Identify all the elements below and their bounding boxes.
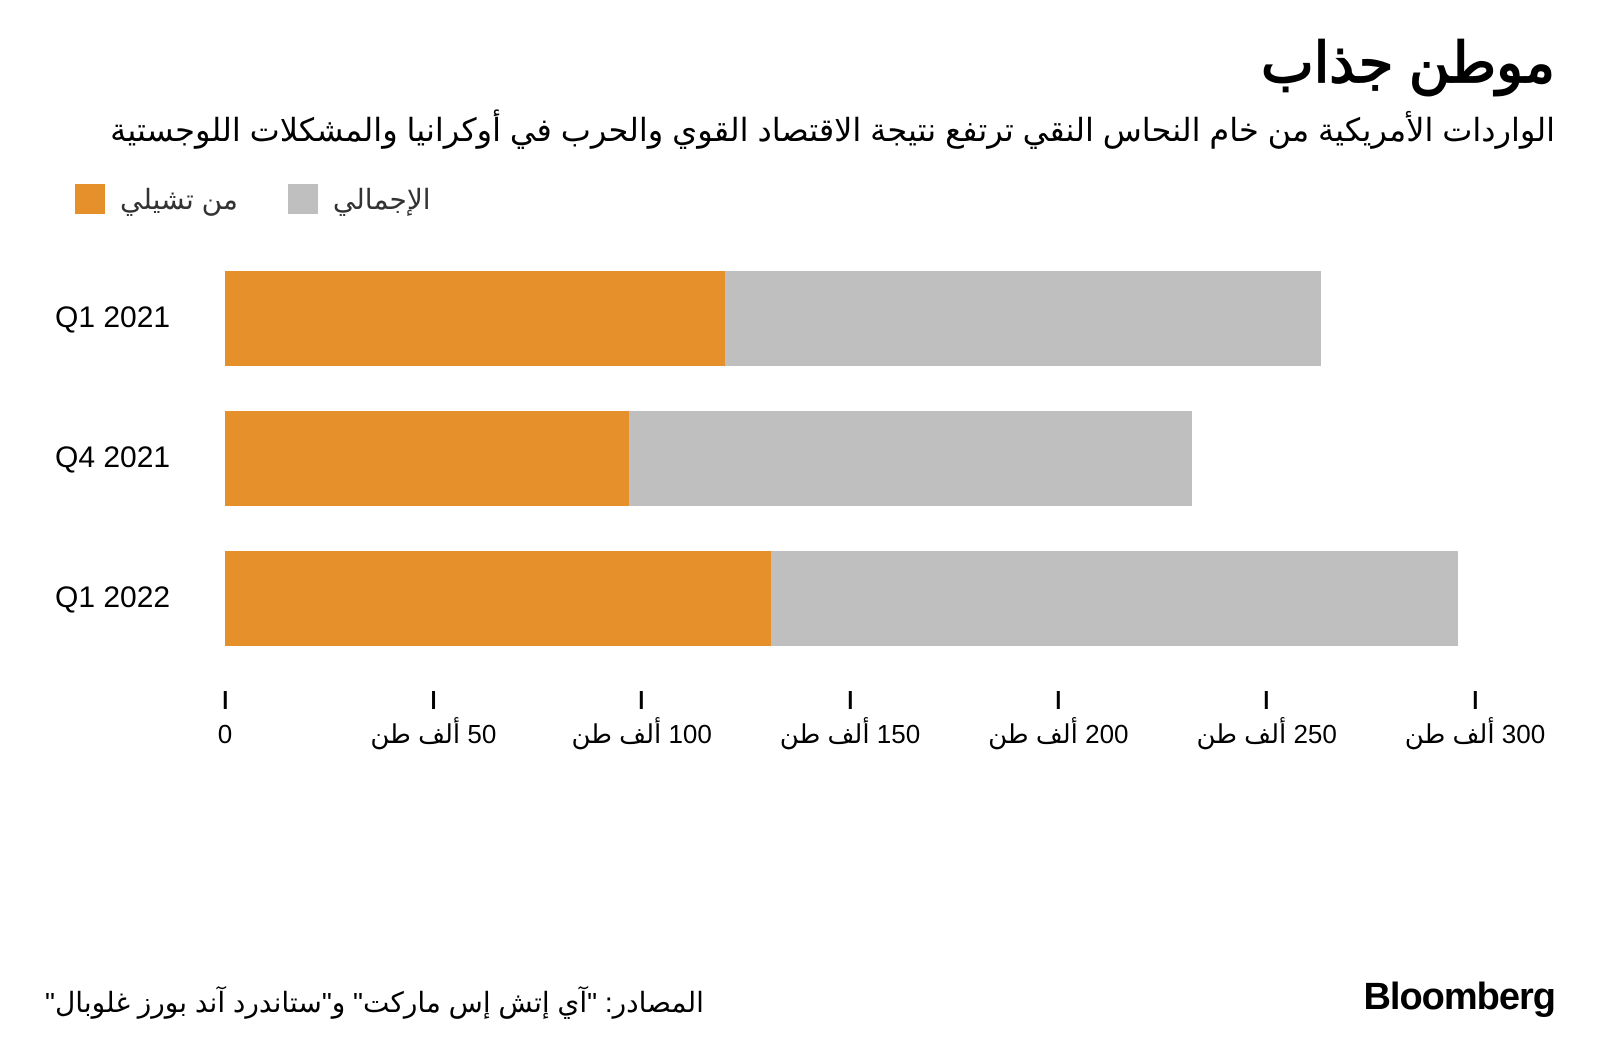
bar-segment-chile [225,271,725,366]
legend-swatch-chile [75,184,105,214]
tick-label: 150 ألف طن [780,719,920,750]
bar-row: Q1 2022 [225,551,1475,646]
chart-container: موطن جذاب الواردات الأمريكية من خام النح… [0,0,1600,1064]
tick-mark [1473,691,1476,709]
legend-label-total: الإجمالي [333,183,431,216]
chart-footer: Bloomberg المصادر: "آي إتش إس ماركت" و"س… [45,976,1555,1019]
bar-row: Q1 2021 [225,271,1475,366]
chart-legend: من تشيلي الإجمالي [45,183,1555,216]
tick-label: 200 ألف طن [988,719,1128,750]
chart-subtitle: الواردات الأمريكية من خام النحاس النقي ت… [45,108,1555,153]
tick-label: 0 [218,719,232,750]
chart-plot-area: Q1 2021 Q4 2021 Q1 2022 0 50 ألف طن 100 ألف ط… [45,271,1555,791]
tick-label: 250 ألف طن [1196,719,1336,750]
tick-mark [224,691,227,709]
axis-tick: 250 ألف طن [1196,691,1336,750]
tick-label: 100 ألف طن [571,719,711,750]
bar-track [225,551,1475,646]
axis-tick: 200 ألف طن [988,691,1128,750]
tick-mark [1057,691,1060,709]
tick-mark [432,691,435,709]
row-label: Q4 2021 [55,441,205,475]
brand-logo: Bloomberg [1363,976,1555,1019]
bar-segment-chile [225,411,629,506]
row-label: Q1 2022 [55,581,205,615]
bar-segment-chile [225,551,771,646]
tick-mark [640,691,643,709]
row-label: Q1 2021 [55,301,205,335]
legend-label-chile: من تشيلي [120,183,238,216]
axis-tick: 50 ألف طن [370,691,496,750]
axis-tick: 300 ألف طن [1405,691,1545,750]
bar-track [225,411,1475,506]
tick-mark [1265,691,1268,709]
tick-mark [848,691,851,709]
legend-swatch-total [288,184,318,214]
source-text: المصادر: "آي إتش إس ماركت" و"ستاندرد آند… [45,986,704,1019]
axis-tick: 0 [218,691,232,750]
tick-label: 50 ألف طن [370,719,496,750]
tick-label: 300 ألف طن [1405,719,1545,750]
bar-row: Q4 2021 [225,411,1475,506]
chart-title: موطن جذاب [45,30,1555,96]
legend-item-total: الإجمالي [288,183,431,216]
legend-item-chile: من تشيلي [75,183,238,216]
x-axis: 050 ألف طن100 ألف طن150 ألف طن200 ألف طن… [225,691,1475,791]
axis-tick: 150 ألف طن [780,691,920,750]
bar-track [225,271,1475,366]
axis-tick: 100 ألف طن [571,691,711,750]
